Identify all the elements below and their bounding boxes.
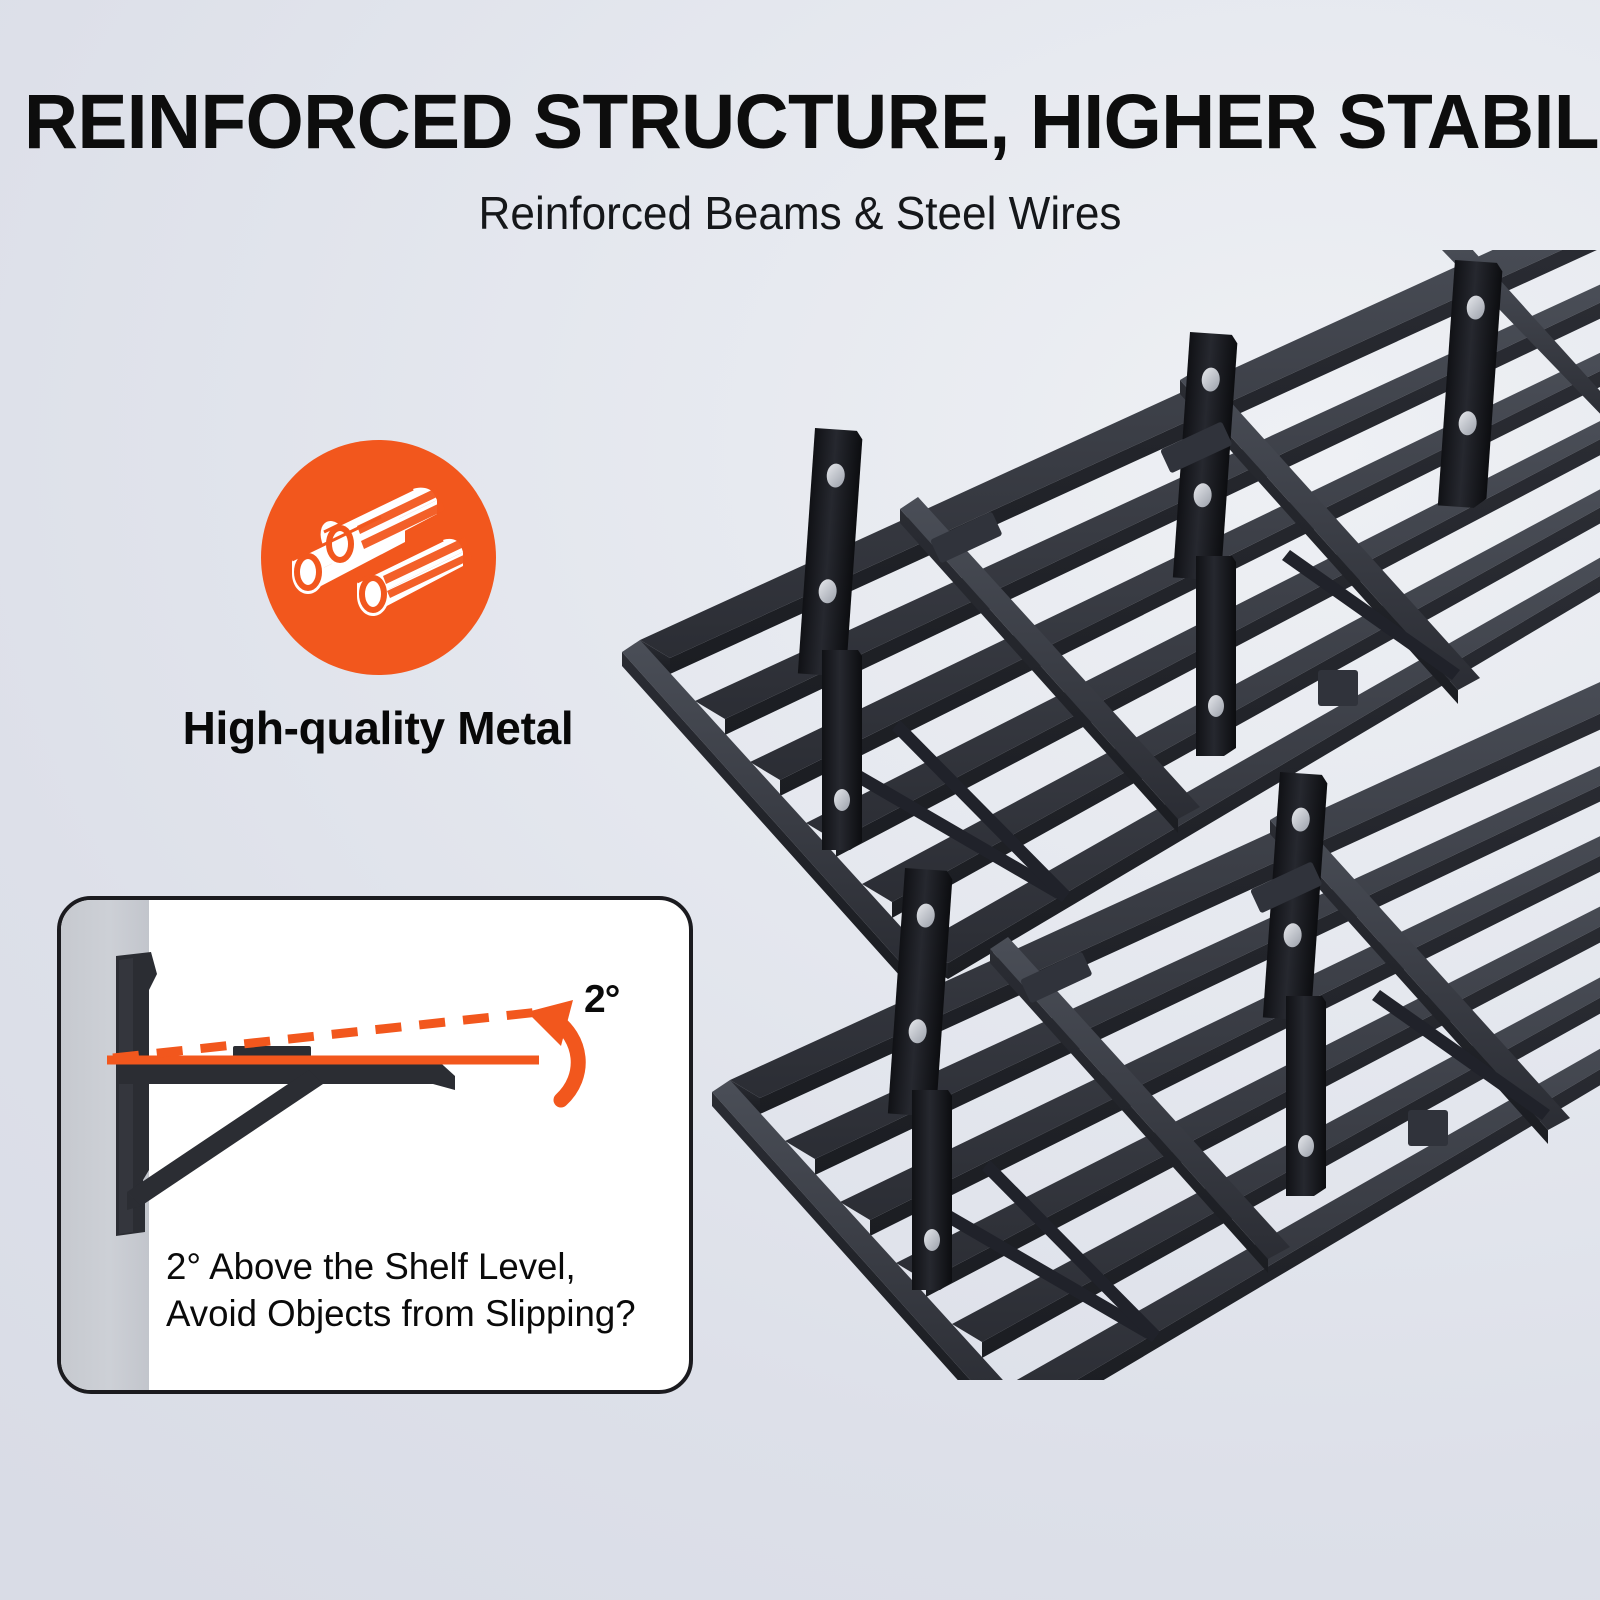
- metal-tubes-icon: [260, 440, 496, 675]
- shelf-bracket: [116, 952, 455, 1236]
- tilt-angle-diagram-card: 2° Above the Shelf Level, Avoid Objects …: [57, 896, 693, 1394]
- caption-line-2: Avoid Objects from Slipping?: [166, 1292, 636, 1334]
- product-image: [600, 250, 1600, 1380]
- page-subtitle: Reinforced Beams & Steel Wires: [478, 187, 1122, 239]
- caption-line-1: 2° Above the Shelf Level,: [166, 1246, 576, 1287]
- page-title: REINFORCED STRUCTURE, HIGHER STABILITY: [24, 79, 1600, 165]
- feature-badge-label: High-quality Metal: [182, 702, 574, 754]
- feature-badge: High-quality Metal: [168, 440, 588, 755]
- rotation-arrow: [527, 1000, 586, 1108]
- tilt-angle-caption: 2° Above the Shelf Level, Avoid Objects …: [166, 1244, 671, 1338]
- angle-value-label: 2°: [584, 978, 620, 1021]
- tilted-angle-line: [112, 1007, 540, 1063]
